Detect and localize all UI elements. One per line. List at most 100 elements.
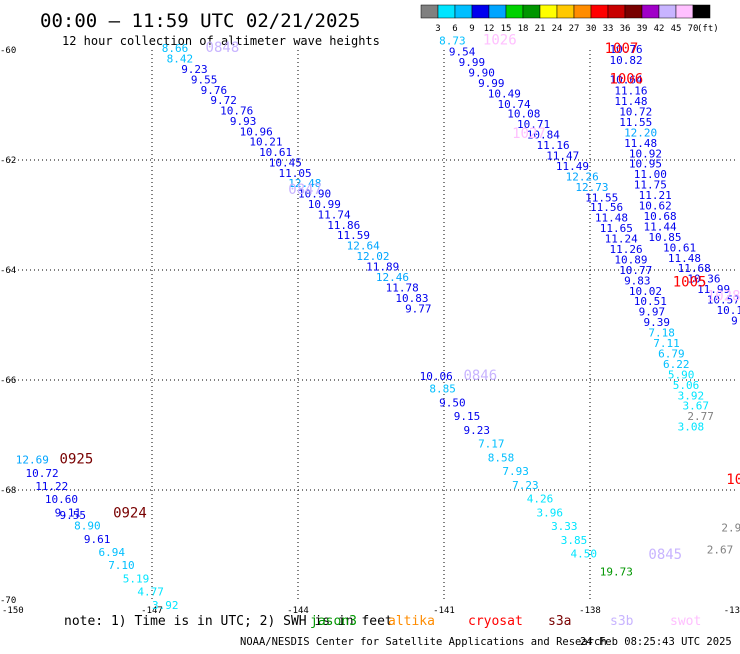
footer-credit: NOAA/NESDIS Center for Satellite Applica…: [240, 636, 607, 648]
wave-height-value: 9.15: [454, 410, 481, 423]
legend-swatch: [556, 4, 575, 19]
legend-label: 36: [620, 24, 631, 34]
longitude-label: -144: [287, 606, 309, 616]
wave-height-value: 10.90: [298, 187, 331, 200]
longitude-label: -150: [2, 606, 24, 616]
wave-height-value: 10.95: [629, 158, 662, 171]
wave-height-value: 10.15: [717, 304, 740, 317]
wave-height-value: 10.89: [614, 253, 647, 266]
wave-height-value: 12.26: [566, 170, 599, 183]
wave-height-value: 9.23: [181, 63, 208, 76]
legend-label: 70: [688, 24, 699, 34]
footer: NOAA/NESDIS Center for Satellite Applica…: [240, 636, 732, 648]
longitude-label: -147: [141, 606, 163, 616]
wave-height-value: 5.19: [123, 572, 150, 585]
wave-height-value: 8.42: [167, 53, 194, 66]
wave-height-value: 7.11: [653, 337, 680, 350]
wave-height-value: 8.73: [439, 35, 466, 48]
wave-height-value: 9.55: [60, 509, 87, 522]
wave-height-value: 4.26: [527, 493, 554, 506]
pass-time-label: 0847: [288, 182, 322, 198]
legend-label: 15: [501, 24, 512, 34]
pass-time-label: 0845: [648, 547, 682, 563]
wave-height-value: 9.11: [55, 506, 82, 519]
wave-height-value: 12.02: [356, 250, 389, 263]
wave-height-value: 9.39: [644, 316, 671, 329]
wave-height-value: 11.99: [697, 283, 730, 296]
pass-time-label: 0848: [206, 40, 240, 56]
wave-height-value: 9.54: [449, 46, 476, 59]
wave-height-value: 11.21: [639, 189, 672, 202]
wave-height-value: 11.26: [609, 243, 642, 256]
wave-height-value: 3.92: [678, 389, 705, 402]
wave-height-value: 9.97: [639, 306, 666, 319]
wave-height-value: 10.72: [25, 467, 58, 480]
legend-swatch: [505, 4, 524, 19]
wave-height-value: 4.50: [571, 548, 598, 561]
wave-height-value: 19.73: [600, 565, 633, 578]
legend-swatch: [522, 4, 541, 19]
wave-height-value: 12.64: [347, 240, 380, 253]
wave-height-value: 10.84: [527, 129, 560, 142]
wave-height-value: 11.68: [678, 262, 711, 275]
legend-label: 12: [484, 24, 495, 34]
wave-height-value: 3.08: [678, 421, 705, 434]
wave-height-value: 8.85: [429, 383, 456, 396]
wave-height-value: 11.22: [35, 480, 68, 493]
lat-lon-grid: [6, 50, 736, 600]
wave-height-value: 11.16: [614, 85, 647, 98]
wave-height-value: 10.49: [488, 87, 521, 100]
legend-label: 45: [671, 24, 682, 34]
wave-height-value: 10.76: [220, 104, 253, 117]
wave-height-value: 10.83: [395, 292, 428, 305]
wave-height-value: 10.82: [609, 54, 642, 67]
axis-labels: -60 -62 -64 -66 -68 -70-150 -147 -144 -141 -138 -1…: [0, 46, 740, 616]
legend-unit: (ft): [697, 24, 719, 34]
footer-timestamp: 24 Feb 08:25:43 UTC 2025: [580, 636, 732, 648]
wave-height-value: 5.06: [673, 379, 700, 392]
wave-height-value: 9.93: [230, 115, 257, 128]
legend-label: 21: [535, 24, 546, 34]
satellite-legend: jason3 altika cryosat s3a s3b swot: [310, 614, 701, 629]
wave-height-value: 7.23: [512, 479, 539, 492]
legend-swatch: [590, 4, 609, 19]
satellite-jason3: jason3: [310, 614, 357, 629]
longitude-label: -138: [579, 606, 601, 616]
wave-height-value: 8.58: [488, 451, 515, 464]
legend-swatch: [675, 4, 694, 19]
wave-height-value: 9.23: [463, 424, 490, 437]
wave-height-value: 3.96: [536, 506, 563, 519]
legend-swatch: [454, 4, 473, 19]
satellite-cryosat: cryosat: [468, 614, 523, 629]
wave-height-value: 10.85: [648, 231, 681, 244]
pass-time-label: 1028: [707, 288, 740, 304]
satellite-s3b: s3b: [610, 614, 634, 629]
color-legend: 3 6 9 12 15 18 21 24 27 30 33 36 39 42 45 70(ft): [420, 4, 719, 34]
wave-height-value: 12.73: [575, 181, 608, 194]
pass-time-label: 1026: [483, 33, 517, 49]
wave-height-value: 10.76: [609, 43, 642, 56]
wave-height-value: 11.00: [634, 168, 667, 181]
satellite-s3a: s3a: [548, 614, 571, 629]
satellite-swot: swot: [670, 614, 701, 629]
wave-height-value: 8.90: [74, 520, 101, 533]
latitude-label: -68: [0, 486, 16, 496]
wave-height-value: 9.0: [731, 314, 740, 327]
wave-height-value: 2.67: [707, 543, 734, 556]
wave-height-value: 11.86: [327, 219, 360, 232]
pass-time-label: 1005: [673, 275, 707, 291]
legend-label: 9: [469, 24, 474, 34]
wave-height-value: 9.83: [624, 274, 651, 287]
wave-height-value: 11.55: [619, 116, 652, 129]
pass-time-label: 1027: [512, 126, 546, 142]
legend-label: 3: [435, 24, 440, 34]
latitude-label: -62: [0, 156, 16, 166]
pass-time-label: 1006: [609, 72, 643, 88]
latitude-label: -66: [0, 376, 16, 386]
legend-label: 33: [603, 24, 614, 34]
pass-time-label: 0925: [60, 452, 94, 468]
wave-height-value: 10.96: [240, 125, 273, 138]
data-points: 8.668.429.239.559.769.7210.769.9310.9610…: [16, 35, 740, 612]
wave-height-value: 10.68: [644, 210, 677, 223]
map-subtitle: 12 hour collection of altimeter wave hei…: [62, 34, 380, 48]
